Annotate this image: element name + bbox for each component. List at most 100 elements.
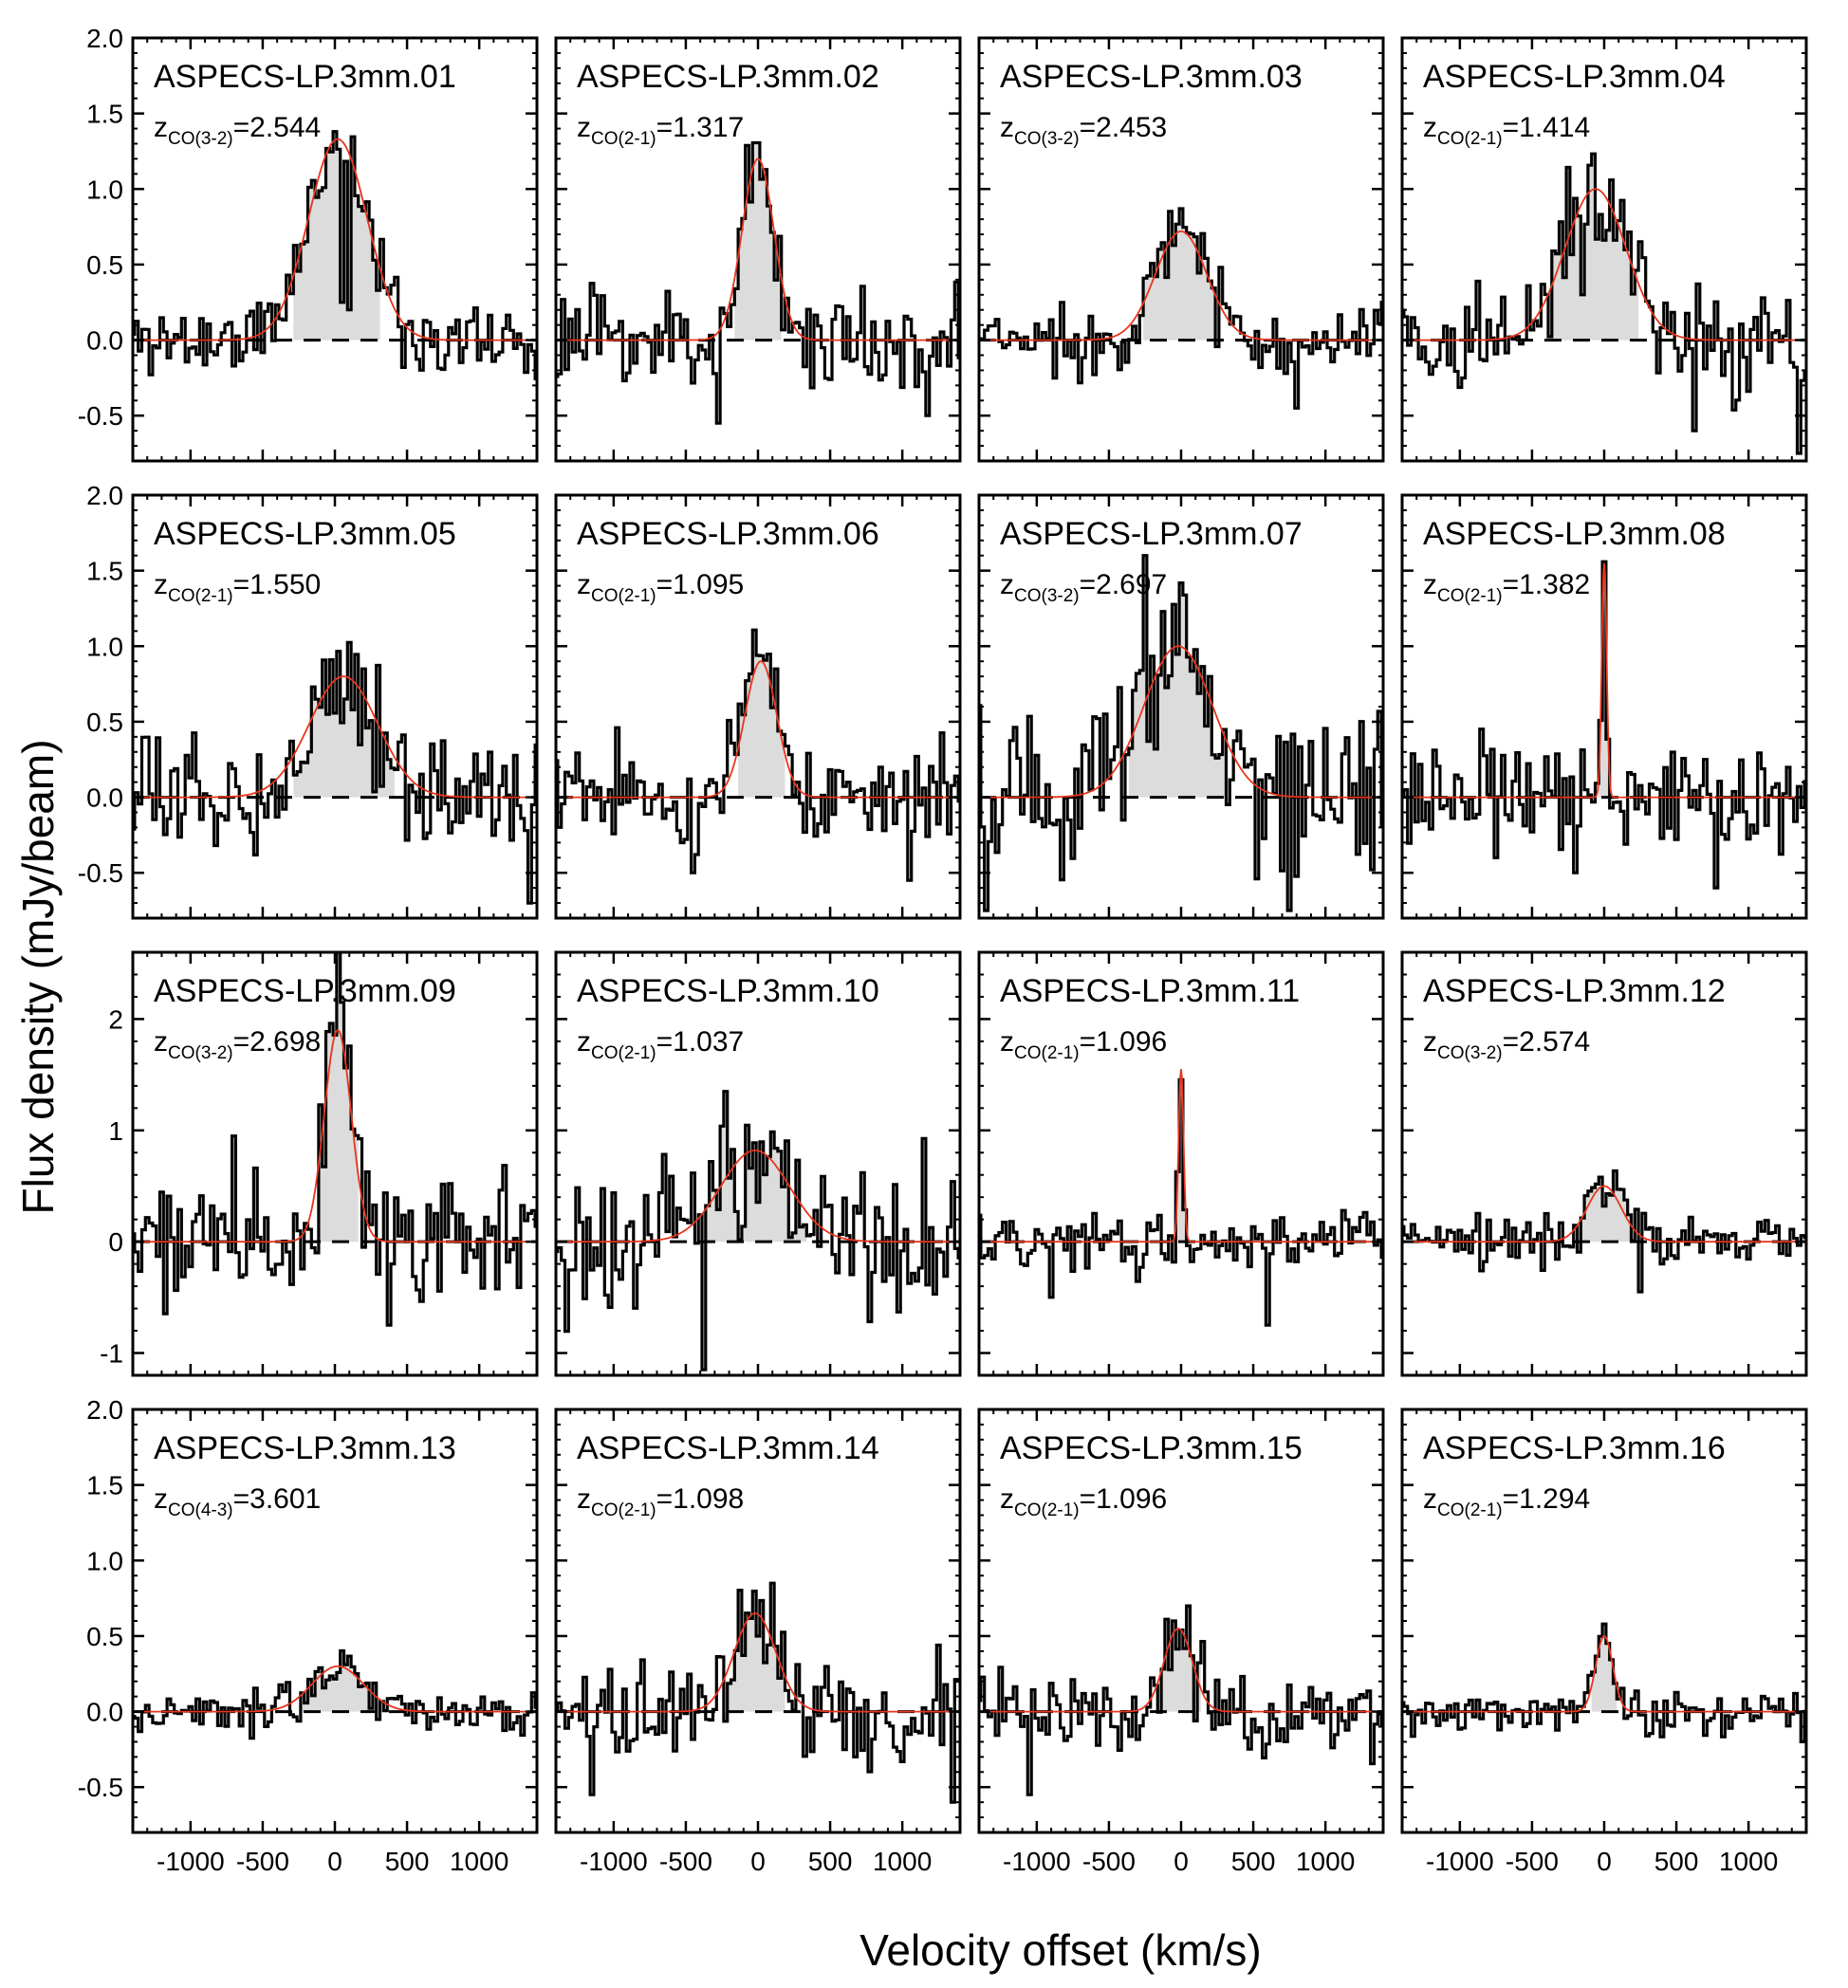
gaussian-fit-curve xyxy=(1402,1634,1806,1713)
panel-title: ASPECS-LP.3mm.14 xyxy=(577,1430,879,1466)
y-axis-title: Flux density (mJy/beam) xyxy=(13,739,63,1214)
spectrum-histogram xyxy=(1402,152,1806,455)
panel-title: ASPECS-LP.3mm.09 xyxy=(154,973,456,1009)
spectrum-panel: ASPECS-LP.3mm.12 zCO(3-2)=2.574 xyxy=(1400,950,1808,1377)
panel-title: ASPECS-LP.3mm.08 xyxy=(1423,516,1726,552)
x-tick-label: 1000 xyxy=(1719,1847,1778,1876)
y-tick-label: 2.0 xyxy=(86,481,123,510)
x-tick-label: 500 xyxy=(385,1847,430,1876)
spectrum-histogram xyxy=(556,1581,960,1804)
x-tick-label: 1000 xyxy=(1296,1847,1355,1876)
redshift-label: zCO(2-1)=1.037 xyxy=(577,1026,744,1063)
x-tick-label: -500 xyxy=(659,1847,712,1876)
gaussian-fit-curve xyxy=(133,138,537,341)
y-tick-label: 1.5 xyxy=(86,1471,123,1500)
panel-title: ASPECS-LP.3mm.10 xyxy=(577,973,879,1009)
gaussian-fit-curve xyxy=(979,230,1383,341)
line-emission-shading xyxy=(1175,1079,1187,1242)
y-tick-label: 0.0 xyxy=(86,1698,123,1727)
spectrum-panel: 2.0 1.5 1.0 0.5 0.0 -0.5 ASPECS-LP.3mm.01 zCO(3… xyxy=(78,24,539,463)
x-tick-label: -1000 xyxy=(1003,1847,1071,1876)
spectrum-histogram xyxy=(1402,560,1806,890)
spectrum-panel: -1000 -500 0 500 1000 ASPECS-LP.3mm.14 zCO(2-1… xyxy=(554,1408,962,1876)
x-tick-label: -500 xyxy=(1506,1847,1559,1876)
y-tick-label: 2.0 xyxy=(86,1395,123,1425)
gaussian-fit-curve xyxy=(1402,188,1806,341)
redshift-label: zCO(2-1)=1.550 xyxy=(154,569,321,606)
spectrum-panel: -1000 -500 0 500 1000 ASPECS-LP.3mm.15 zCO(2-1… xyxy=(977,1408,1385,1876)
spectrum-panel: -1000 -500 0 500 1000 2.0 1.5 1.0 0.5 0.0 -0.5 ASPE… xyxy=(78,1395,539,1876)
panel-frame xyxy=(1400,950,1808,1377)
y-tick-label: 1.0 xyxy=(86,175,123,204)
panel-title: ASPECS-LP.3mm.06 xyxy=(577,516,879,552)
x-tick-label: -500 xyxy=(1082,1847,1136,1876)
y-tick-label: 1.5 xyxy=(86,100,123,129)
spectrum-panel: ASPECS-LP.3mm.04 zCO(2-1)=1.414 xyxy=(1400,36,1808,463)
redshift-label: zCO(2-1)=1.294 xyxy=(1423,1483,1590,1520)
redshift-label: zCO(2-1)=1.414 xyxy=(1423,112,1590,149)
y-tick-label: 0.5 xyxy=(86,250,123,280)
line-emission-shading xyxy=(738,630,785,798)
y-tick-label: 1 xyxy=(108,1116,123,1146)
y-tick-label: -1 xyxy=(100,1339,123,1369)
y-tick-label: -0.5 xyxy=(78,1773,123,1802)
line-emission-shading xyxy=(1599,561,1610,798)
redshift-label: zCO(2-1)=1.317 xyxy=(577,112,744,149)
y-tick-label: 0.5 xyxy=(86,1622,123,1651)
y-tick-label: 1.0 xyxy=(86,1546,123,1575)
panels-grid: 2.0 1.5 1.0 0.5 0.0 -0.5 ASPECS-LP.3mm.01 zCO(3… xyxy=(78,24,1808,1876)
spectrum-panel: ASPECS-LP.3mm.07 zCO(3-2)=2.697 xyxy=(977,493,1385,920)
x-tick-label: -500 xyxy=(236,1847,289,1876)
y-tick-label: 0.5 xyxy=(86,708,123,737)
x-tick-label: 1000 xyxy=(450,1847,508,1876)
y-tick-label: 0 xyxy=(108,1227,123,1257)
gaussian-fit-curve xyxy=(133,1665,537,1713)
panel-frame xyxy=(1400,1408,1808,1834)
panel-frame xyxy=(131,493,539,920)
redshift-label: zCO(3-2)=2.697 xyxy=(1000,569,1167,606)
y-tick-label: 2.0 xyxy=(86,24,123,53)
panel-title: ASPECS-LP.3mm.15 xyxy=(1000,1430,1303,1466)
x-tick-label: -1000 xyxy=(157,1847,225,1876)
y-tick-label: -0.5 xyxy=(78,401,123,431)
gaussian-fit-curve xyxy=(556,157,960,341)
spectrum-panel: ASPECS-LP.3mm.06 zCO(2-1)=1.095 xyxy=(554,493,962,920)
x-tick-label: 1000 xyxy=(873,1847,932,1876)
x-tick-label: -1000 xyxy=(580,1847,648,1876)
spectrum-histogram xyxy=(556,1090,960,1371)
gaussian-fit-curve xyxy=(1402,562,1806,799)
x-tick-label: 0 xyxy=(1173,1847,1189,1876)
gaussian-fit-curve xyxy=(556,660,960,799)
x-axis-title: Velocity offset (km/s) xyxy=(859,1925,1262,1975)
spectrum-panel: 2 1 0 -1 ASPECS-LP.3mm.09 zCO(3-2)=2.698 xyxy=(100,950,539,1377)
y-tick-label: 0.0 xyxy=(86,783,123,813)
panel-title: ASPECS-LP.3mm.16 xyxy=(1423,1430,1726,1466)
redshift-label: zCO(2-1)=1.098 xyxy=(577,1483,744,1520)
panel-title: ASPECS-LP.3mm.11 xyxy=(1000,973,1300,1009)
x-tick-label: 500 xyxy=(1231,1847,1276,1876)
panel-title: ASPECS-LP.3mm.07 xyxy=(1000,516,1303,552)
redshift-label: zCO(4-3)=3.601 xyxy=(154,1483,321,1520)
panel-frame xyxy=(977,1408,1385,1834)
spectrum-panel: ASPECS-LP.3mm.08 zCO(2-1)=1.382 xyxy=(1400,493,1808,920)
line-emission-shading xyxy=(300,1650,377,1712)
redshift-label: zCO(2-1)=1.382 xyxy=(1423,569,1590,606)
line-emission-shading xyxy=(1551,154,1639,341)
gaussian-fit-curve xyxy=(979,1069,1383,1243)
gaussian-fit-curve xyxy=(979,1628,1383,1713)
gaussian-fit-curve xyxy=(133,1029,537,1243)
gaussian-fit-curve xyxy=(979,645,1383,799)
x-tick-label: 500 xyxy=(808,1847,853,1876)
spectrum-panel: -1000 -500 0 500 1000 ASPECS-LP.3mm.16 zCO(2-1… xyxy=(1400,1408,1808,1876)
y-tick-label: -0.5 xyxy=(78,858,123,888)
y-tick-label: 1.0 xyxy=(86,632,123,661)
x-tick-label: 500 xyxy=(1654,1847,1699,1876)
panel-frame xyxy=(554,1408,962,1834)
y-tick-label: 2 xyxy=(108,1004,123,1034)
spectrum-panel: 2.0 1.5 1.0 0.5 0.0 -0.5 ASPECS-LP.3mm.05 zCO(2… xyxy=(78,481,539,920)
panel-title: ASPECS-LP.3mm.02 xyxy=(577,59,879,95)
gaussian-fit-curve xyxy=(133,675,537,799)
gaussian-fit-curve xyxy=(556,1612,960,1713)
redshift-label: zCO(3-2)=2.544 xyxy=(154,112,321,149)
